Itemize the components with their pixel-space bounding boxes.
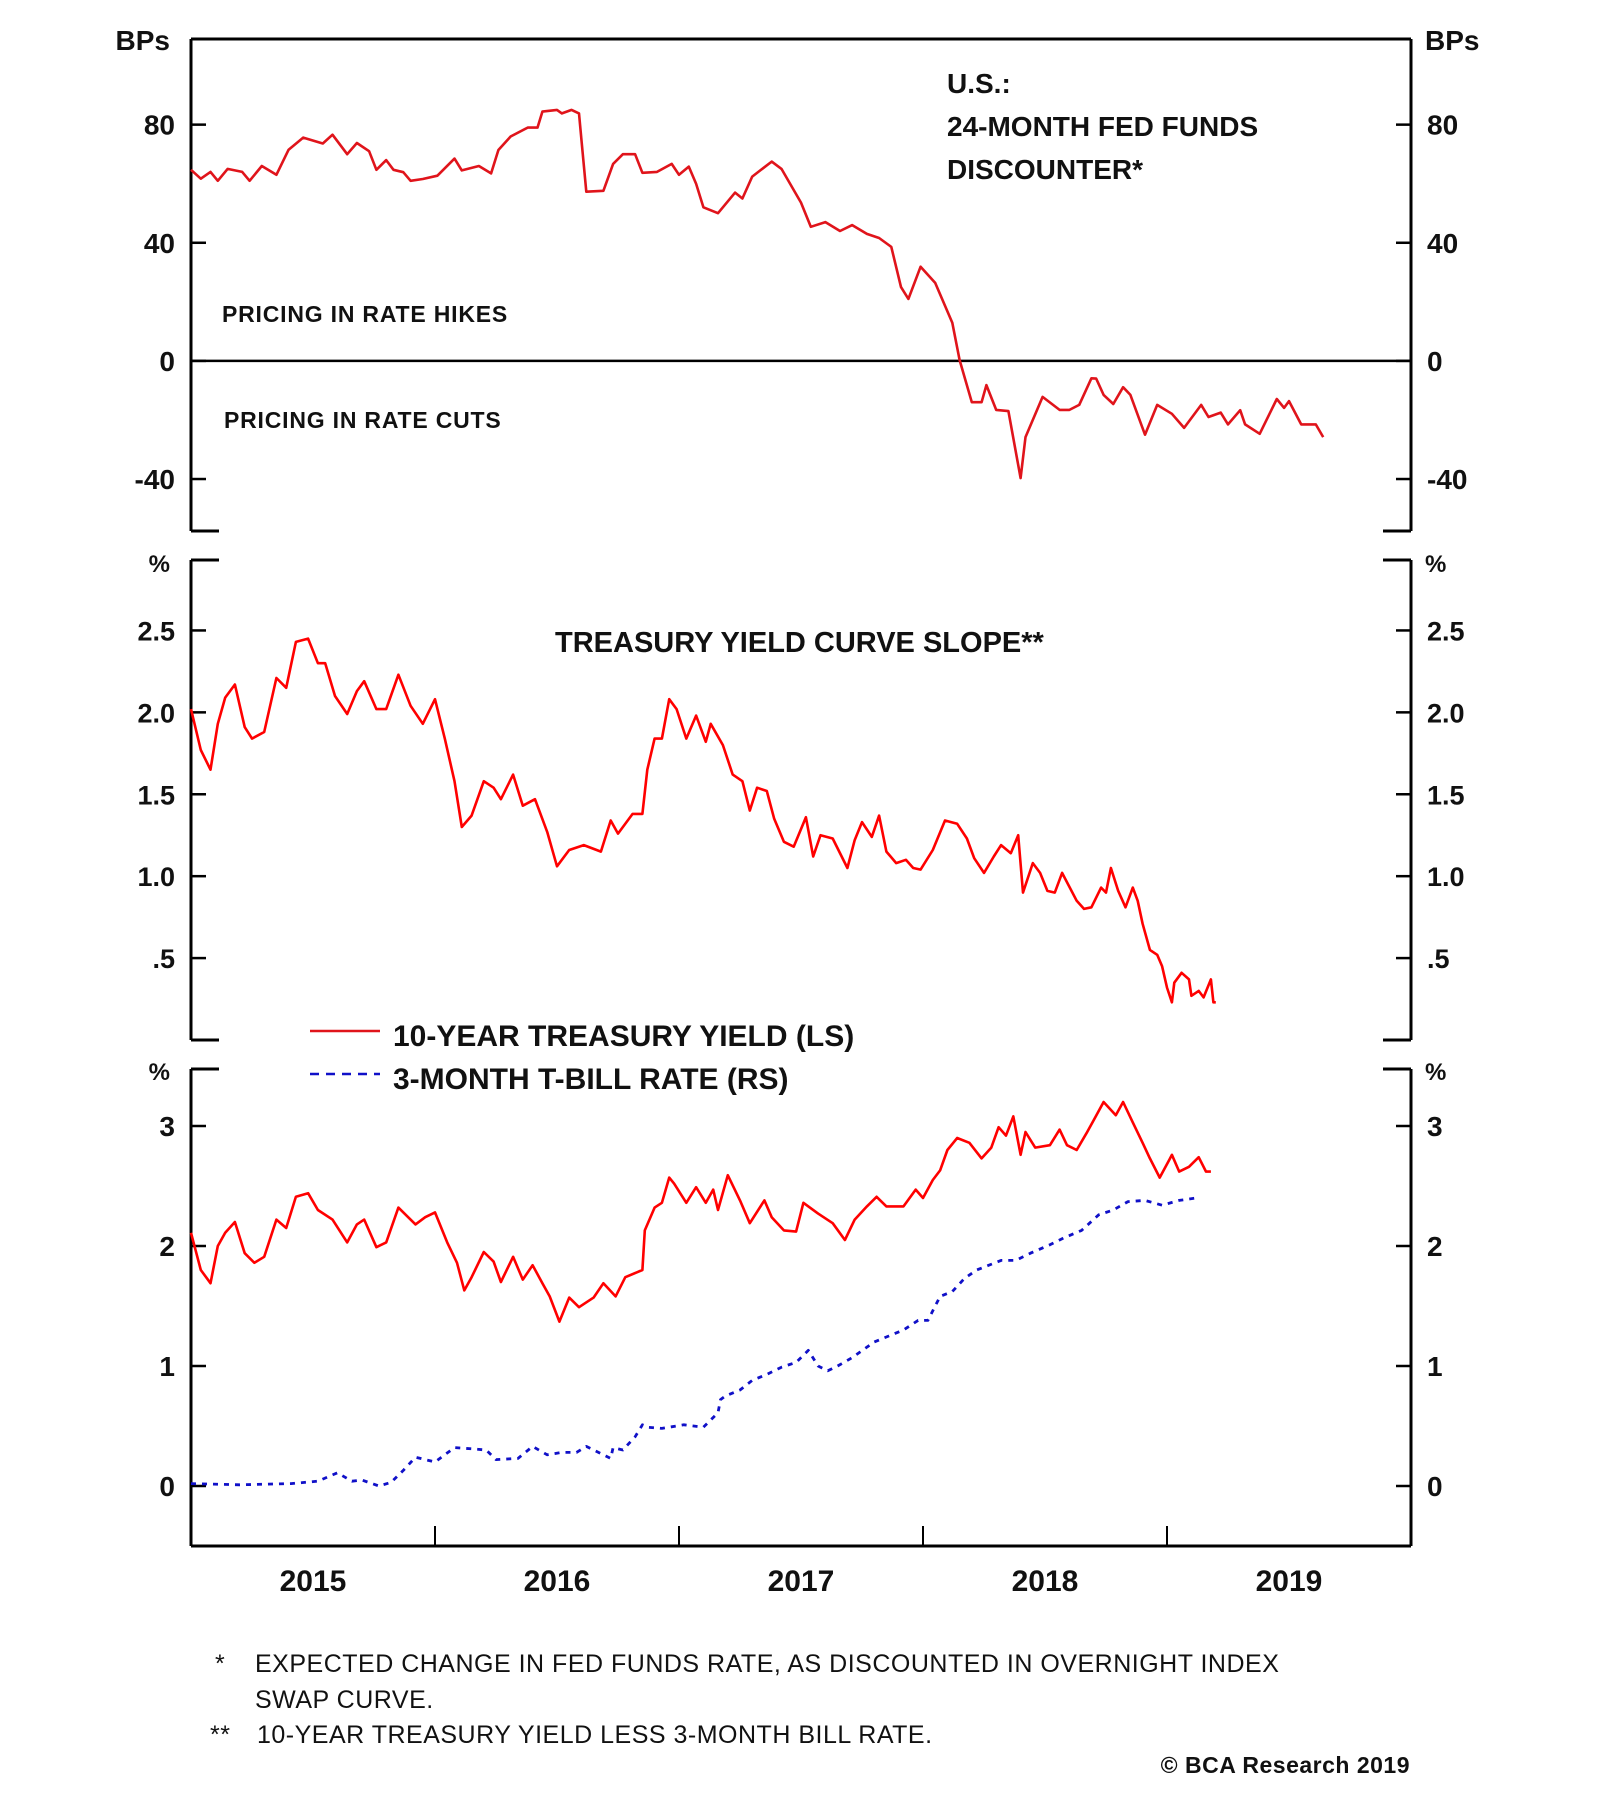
bottom-panel-right-ytick-label: 0 bbox=[1427, 1471, 1443, 1502]
middle-panel-left-ytick-label: 2.5 bbox=[137, 616, 175, 646]
top-panel-right-ytick-label: -40 bbox=[1427, 464, 1467, 495]
bottom-panel-right-ytick-label: 2 bbox=[1427, 1231, 1443, 1262]
middle-panel-left-ytick-label: 1.0 bbox=[137, 862, 175, 892]
legend-label-10y: 10-YEAR TREASURY YIELD (LS) bbox=[393, 1020, 854, 1053]
middle-panel-left-unit-label: % bbox=[149, 551, 170, 578]
x-tick-label: 2015 bbox=[280, 1565, 347, 1598]
footnote-2-text: 10-YEAR TREASURY YIELD LESS 3-MONTH BILL… bbox=[257, 1721, 933, 1749]
top-panel-left-ytick-label: -40 bbox=[135, 464, 175, 495]
bottom-panel-left-ytick-label: 2 bbox=[159, 1231, 175, 1262]
annotation-rate-cuts: PRICING IN RATE CUTS bbox=[224, 407, 502, 433]
middle-panel-left-ytick-label: 2.0 bbox=[137, 698, 175, 728]
bottom-panel-left-unit-label: % bbox=[149, 1059, 170, 1086]
bottom-panel-series-treasury-10y bbox=[189, 1100, 1211, 1323]
middle-panel-series-yield-curve-slope bbox=[189, 637, 1216, 1004]
middle-panel-left-ytick-label: .5 bbox=[152, 944, 175, 974]
footnote-2-marker: ** bbox=[210, 1721, 231, 1749]
middle-panel-right-unit-label: % bbox=[1425, 551, 1446, 578]
bottom-panel-right-ytick-label: 3 bbox=[1427, 1111, 1443, 1142]
footnote-1-text: EXPECTED CHANGE IN FED FUNDS RATE, AS DI… bbox=[255, 1650, 1280, 1678]
bottom-panel-right-unit-label: % bbox=[1425, 1059, 1446, 1086]
top-panel-left-ytick-label: 0 bbox=[159, 346, 175, 377]
annotation-rate-hikes: PRICING IN RATE HIKES bbox=[222, 301, 508, 327]
middle-panel-left-ytick-label: 1.5 bbox=[137, 780, 175, 810]
middle-panel-title: TREASURY YIELD CURVE SLOPE** bbox=[555, 627, 1045, 659]
x-tick-label: 2016 bbox=[524, 1565, 591, 1598]
footnote-1-marker: * bbox=[215, 1650, 226, 1678]
top-panel-title-line-1: U.S.: bbox=[947, 68, 1011, 99]
bottom-panel-left-ytick-label: 0 bbox=[159, 1471, 175, 1502]
top-panel-series-fed-discounter bbox=[190, 108, 1325, 480]
top-panel-right-unit-label: BPs bbox=[1425, 25, 1479, 56]
bottom-panel-left-ytick-label: 3 bbox=[159, 1111, 175, 1142]
middle-panel-right-ytick-label: .5 bbox=[1427, 944, 1450, 974]
chart-marks bbox=[189, 108, 1325, 1488]
bottom-panel-series-tbill-3m bbox=[190, 1196, 1197, 1488]
bottom-panel-left-ytick-label: 1 bbox=[159, 1351, 175, 1382]
bottom-panel-right-ytick-label: 1 bbox=[1427, 1351, 1443, 1382]
chart-labels: BPs BPs U.S.: 24-MONTH FED FUNDS DISCOUN… bbox=[116, 25, 1480, 1598]
top-panel-right-ytick-label: 0 bbox=[1427, 346, 1443, 377]
top-panel-title-line-3: DISCOUNTER* bbox=[947, 154, 1143, 185]
footnote-1-text-continued: SWAP CURVE. bbox=[255, 1686, 434, 1714]
chart-frame bbox=[189, 37, 1413, 1548]
legend-label-3m: 3-MONTH T-BILL RATE (RS) bbox=[393, 1063, 789, 1096]
x-tick-label: 2019 bbox=[1256, 1565, 1323, 1598]
top-panel-left-ytick-label: 40 bbox=[144, 228, 175, 259]
top-panel-title-line-2: 24-MONTH FED FUNDS bbox=[947, 111, 1258, 142]
middle-panel-right-ytick-label: 1.0 bbox=[1427, 862, 1465, 892]
middle-panel-right-ytick-label: 1.5 bbox=[1427, 780, 1465, 810]
middle-panel-right-ytick-label: 2.0 bbox=[1427, 698, 1465, 728]
top-panel-right-ytick-label: 80 bbox=[1427, 110, 1458, 141]
x-tick-label: 2017 bbox=[768, 1565, 835, 1598]
top-panel-left-unit-label: BPs bbox=[116, 25, 170, 56]
middle-panel-right-ytick-label: 2.5 bbox=[1427, 616, 1465, 646]
x-tick-label: 2018 bbox=[1012, 1565, 1079, 1598]
top-panel-left-ytick-label: 80 bbox=[144, 110, 175, 141]
top-panel-right-ytick-label: 40 bbox=[1427, 228, 1458, 259]
copyright: © BCA Research 2019 bbox=[1160, 1752, 1410, 1778]
